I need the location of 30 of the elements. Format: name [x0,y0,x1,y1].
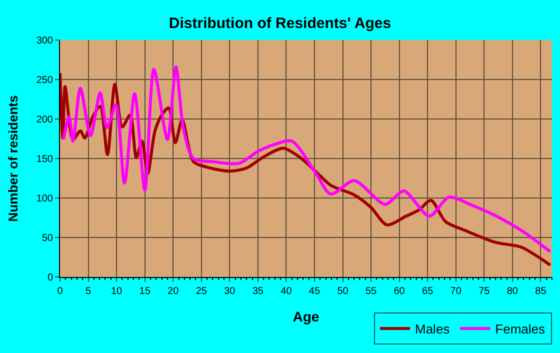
y-axis-title: Number of residents [5,95,20,222]
x-tick-label: 85 [535,286,547,297]
y-tick-label: 50 [42,233,54,244]
y-tick-label: 100 [36,194,54,204]
x-tick-label: 40 [280,286,292,297]
chart-title: Distribution of Residents' Ages [168,15,392,32]
y-tick-label: 200 [36,114,54,126]
x-axis-title: Age [292,308,320,324]
y-tick-label: 0 [47,272,54,284]
x-tick-label: 25 [196,286,208,297]
x-tick-label: 65 [422,286,434,297]
x-tick-label: 70 [450,286,462,297]
x-tick-label: 10 [110,286,123,297]
x-tick-label: 0 [57,286,64,297]
y-tick-label: 150 [36,154,54,165]
x-tick-label: 45 [308,286,320,297]
y-tick-label: 300 [36,36,54,46]
x-tick-label: 60 [394,286,406,297]
x-tick-label: 80 [506,286,518,297]
x-tick-label: 75 [478,286,490,297]
legend-label: Females [495,322,546,337]
x-tick-label: 55 [365,286,378,297]
y-tick-label: 250 [36,75,54,86]
x-tick-label: 50 [337,286,349,297]
x-tick-label: 30 [224,286,236,297]
x-tick-label: 15 [139,286,151,297]
x-tick-label: 5 [86,286,92,297]
x-tick-label: 20 [168,286,180,297]
legend-label: Males [415,322,450,337]
x-tick-label: 35 [252,286,264,297]
